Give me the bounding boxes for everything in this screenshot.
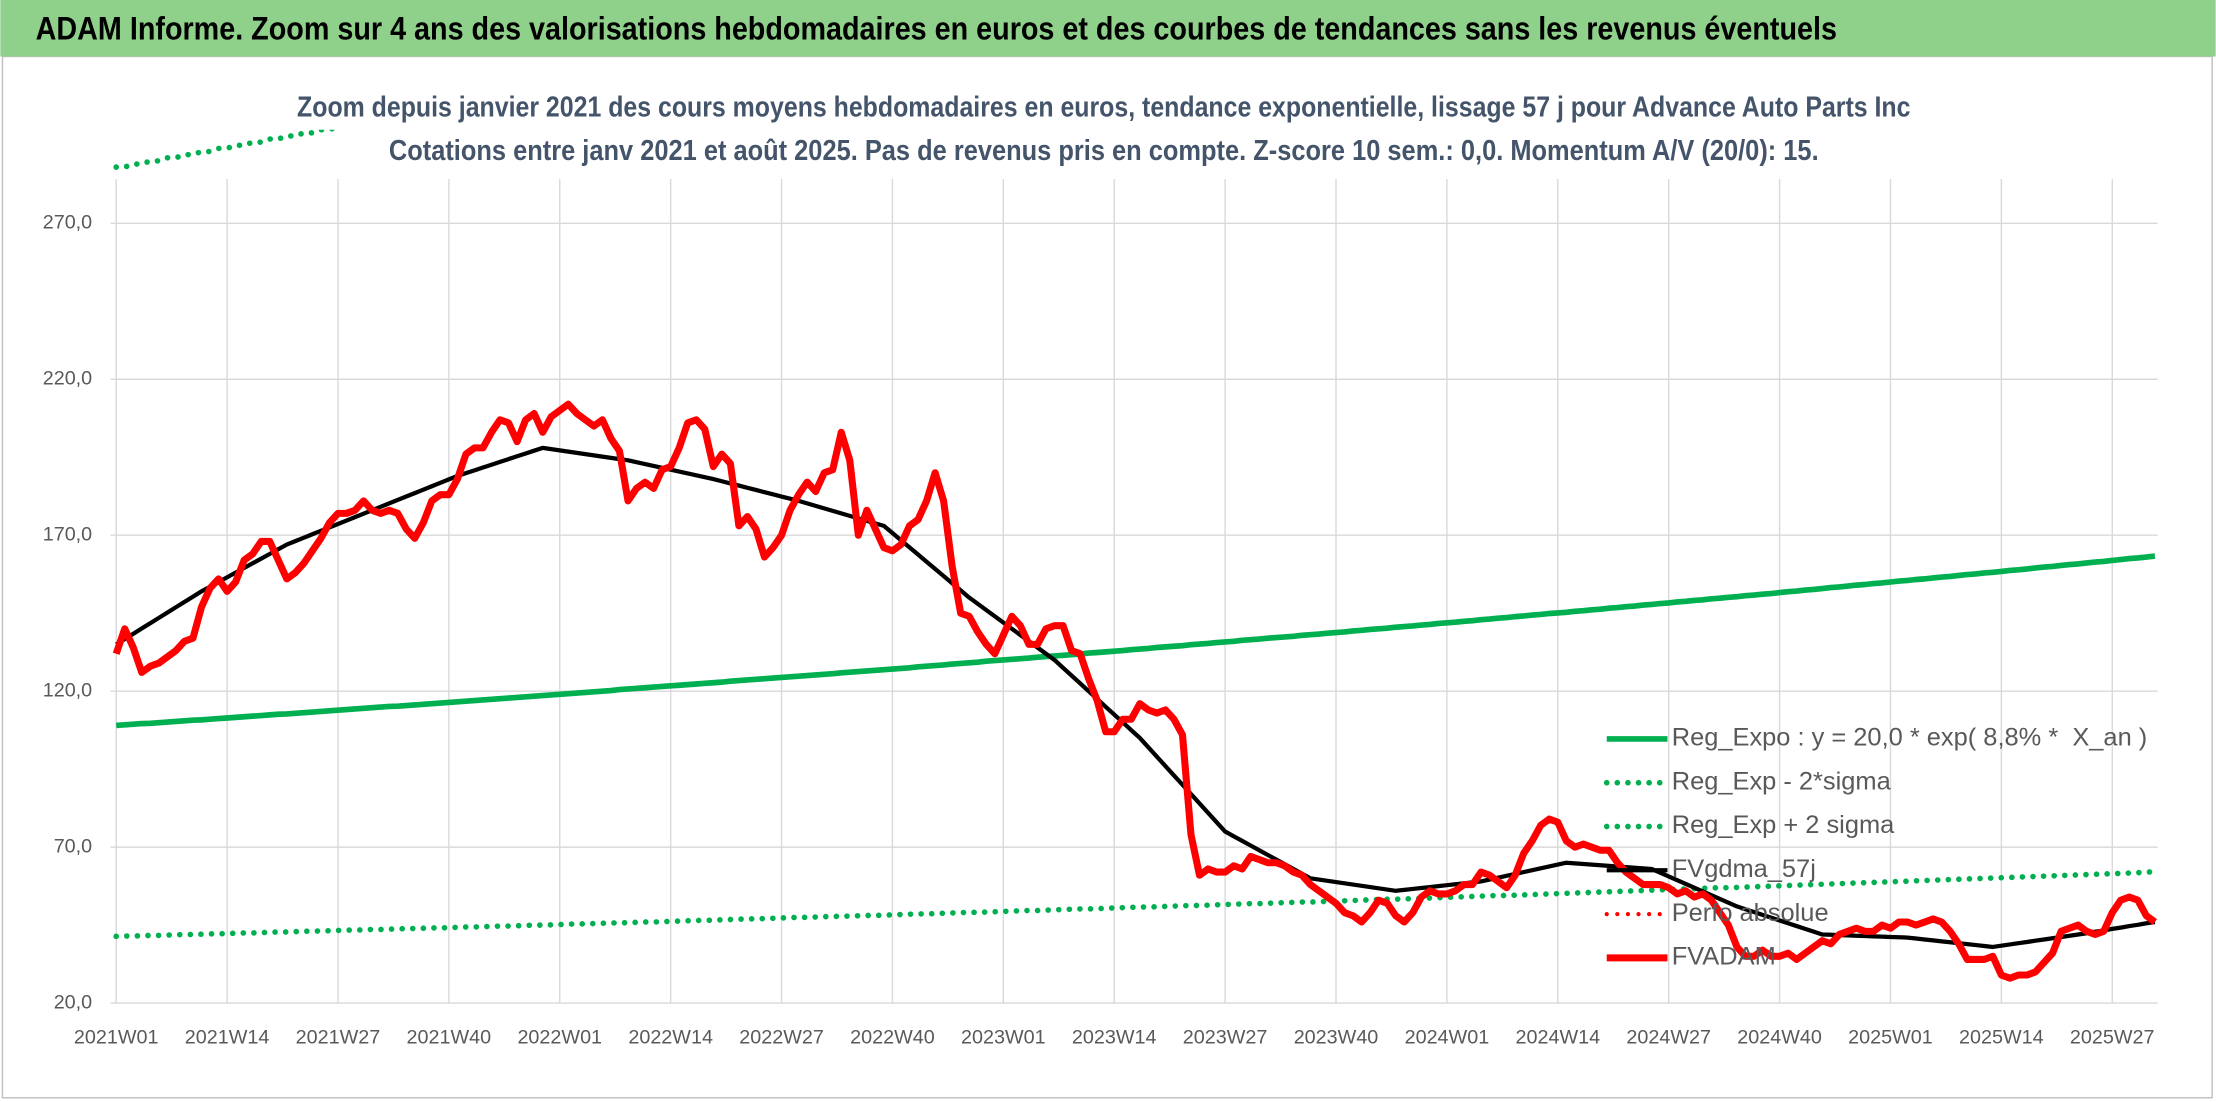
x-tick-label: 2022W27 bbox=[739, 1027, 824, 1049]
x-tick-label: 2022W40 bbox=[850, 1027, 935, 1049]
x-tick-label: 2022W14 bbox=[628, 1027, 713, 1049]
x-tick-label: 2025W27 bbox=[2070, 1027, 2155, 1049]
x-tick-label: 2021W14 bbox=[185, 1027, 270, 1049]
x-tick-label: 2023W01 bbox=[961, 1027, 1046, 1049]
chart-title: Zoom depuis janvier 2021 des cours moyen… bbox=[297, 90, 1910, 122]
x-tick-label: 2022W01 bbox=[517, 1027, 602, 1049]
x-tick-label: 2023W40 bbox=[1294, 1027, 1379, 1049]
legend-label: FVADAM bbox=[1672, 943, 1776, 971]
x-tick-label: 2023W14 bbox=[1072, 1027, 1157, 1049]
legend-label: Perfo absolue bbox=[1672, 899, 1829, 927]
legend-label: Reg_Exp - 2*sigma bbox=[1672, 767, 1892, 795]
x-tick-label: 2021W01 bbox=[74, 1027, 159, 1049]
x-tick-label: 2024W01 bbox=[1405, 1027, 1490, 1049]
x-tick-label: 2024W27 bbox=[1626, 1027, 1711, 1049]
y-tick-label: 20,0 bbox=[54, 991, 92, 1013]
header-title: ADAM Informe. Zoom sur 4 ans des valoris… bbox=[36, 11, 1837, 47]
x-tick-label: 2024W40 bbox=[1737, 1027, 1822, 1049]
x-tick-label: 2021W40 bbox=[407, 1027, 492, 1049]
x-tick-label: 2024W14 bbox=[1515, 1027, 1600, 1049]
legend-label: FVgdma_57j bbox=[1672, 855, 1816, 883]
y-tick-label: 270,0 bbox=[43, 211, 92, 233]
series-line bbox=[115, 553, 2156, 729]
y-tick-label: 70,0 bbox=[54, 835, 92, 857]
x-tick-label: 2025W14 bbox=[1959, 1027, 2044, 1049]
y-tick-label: 120,0 bbox=[43, 679, 92, 701]
y-tick-label: 170,0 bbox=[43, 523, 92, 545]
series-line bbox=[112, 400, 2157, 982]
x-tick-label: 2023W27 bbox=[1183, 1027, 1268, 1049]
series-line bbox=[113, 868, 2158, 940]
legend-label: Reg_Expo : y = 20,0 * exp( 8,8% * X_an ) bbox=[1672, 724, 2148, 752]
header-bar bbox=[0, 0, 2216, 57]
x-tick-label: 2021W27 bbox=[296, 1027, 381, 1049]
chart-subtitle: Cotations entre janv 2021 et août 2025. … bbox=[389, 134, 1819, 166]
x-tick-label: 2025W01 bbox=[1848, 1027, 1933, 1049]
y-tick-label: 220,0 bbox=[43, 367, 92, 389]
legend-label: Reg_Exp + 2 sigma bbox=[1672, 811, 1895, 839]
